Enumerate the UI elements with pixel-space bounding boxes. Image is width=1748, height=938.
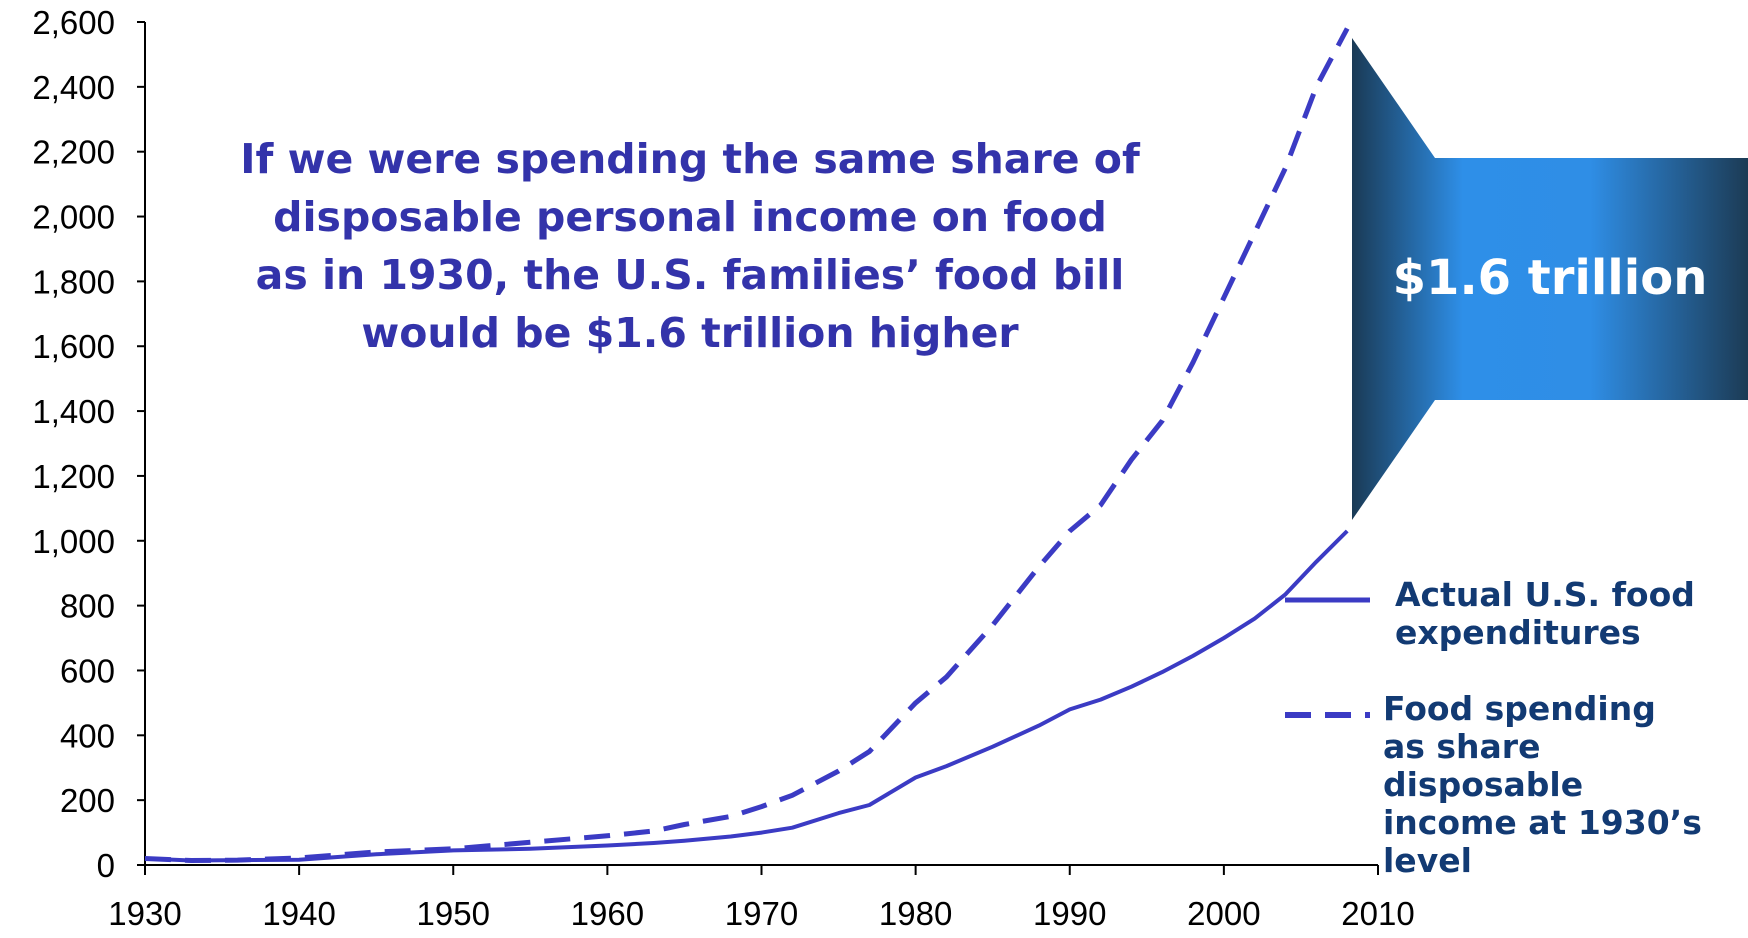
legend-label-actual: Actual U.S. food expenditures bbox=[1395, 575, 1695, 652]
y-tick-label: 0 bbox=[97, 847, 115, 884]
y-tick-label: 1,600 bbox=[32, 328, 115, 365]
x-tick-label: 1990 bbox=[1033, 895, 1106, 932]
y-tick-label: 1,400 bbox=[32, 393, 115, 430]
y-tick-label: 2,000 bbox=[32, 199, 115, 236]
series-layer bbox=[144, 27, 1350, 863]
x-tick-label: 2010 bbox=[1341, 895, 1414, 932]
y-tick-label: 600 bbox=[60, 652, 115, 689]
x-tick-label: 1930 bbox=[108, 895, 181, 932]
legend-label-1930-share: Food spending as share disposable income… bbox=[1383, 689, 1702, 880]
annotation-text: If we were spending the same share of di… bbox=[240, 135, 1140, 357]
x-tick-label: 1950 bbox=[417, 895, 490, 932]
legend-lines bbox=[1285, 597, 1370, 718]
y-tick-label: 200 bbox=[60, 782, 115, 819]
y-tick-label: 2,600 bbox=[32, 4, 115, 41]
axes: 0 200 400 600 800 1,000 1,200 1,400 1,600 1,800 2,… bbox=[32, 4, 1414, 932]
y-tick-label: 800 bbox=[60, 588, 115, 625]
y-tick-label: 2,200 bbox=[32, 134, 115, 171]
y-tick-label: 2,400 bbox=[32, 69, 115, 106]
callout-label: $1.6 trillion bbox=[1393, 250, 1708, 306]
callout-arrow: $1.6 trillion bbox=[1352, 38, 1748, 520]
y-tick-label: 1,000 bbox=[32, 523, 115, 560]
y-tick-label: 400 bbox=[60, 717, 115, 754]
y-tick-label: 1,800 bbox=[32, 263, 115, 300]
x-tick-label: 2000 bbox=[1187, 895, 1260, 932]
x-tick-label: 1980 bbox=[879, 895, 952, 932]
x-tick-label: 1960 bbox=[571, 895, 644, 932]
y-tick-label: 1,200 bbox=[32, 458, 115, 495]
x-tick-label: 1970 bbox=[725, 895, 798, 932]
callout-arrow-shape bbox=[1352, 38, 1748, 520]
x-tick-label: 1940 bbox=[262, 895, 335, 932]
